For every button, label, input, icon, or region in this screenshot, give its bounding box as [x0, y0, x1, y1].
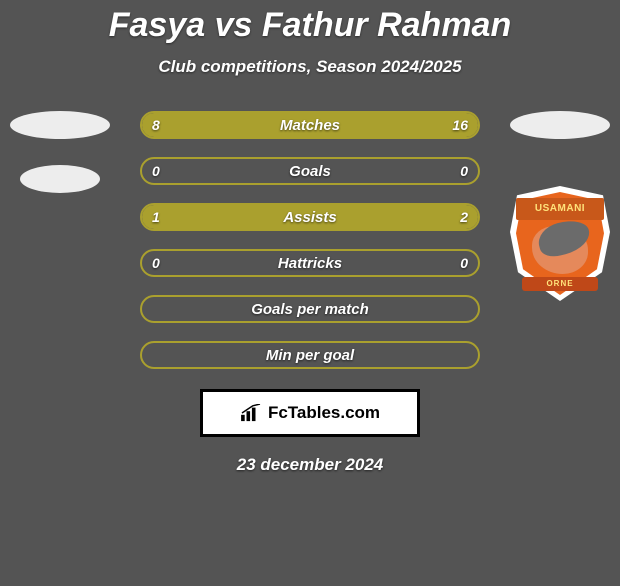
stat-value-left: 0	[152, 163, 160, 179]
stat-label: Hattricks	[278, 255, 342, 272]
logo-ribbon-text: ORNE	[522, 277, 598, 291]
placeholder-ellipse	[10, 111, 110, 139]
stat-value-right: 0	[460, 163, 468, 179]
logo-banner-text: USAMANI	[516, 198, 604, 220]
stat-row-goals-per-match: Goals per match	[140, 295, 480, 323]
stat-value-right: 0	[460, 255, 468, 271]
stat-value-left: 1	[152, 209, 160, 225]
page-title: Fasya vs Fathur Rahman	[0, 6, 620, 45]
stat-value-right: 16	[452, 117, 468, 133]
subtitle: Club competitions, Season 2024/2025	[0, 57, 620, 77]
stat-value-left: 0	[152, 255, 160, 271]
stat-row-min-per-goal: Min per goal	[140, 341, 480, 369]
stats-container: 8 Matches 16 0 Goals 0 1 Assists 2 0 Hat…	[140, 111, 480, 369]
stat-row-hattricks: 0 Hattricks 0	[140, 249, 480, 277]
footer-brand-box: FcTables.com	[200, 389, 420, 437]
player-left-avatar	[10, 111, 110, 211]
stat-label: Min per goal	[266, 347, 354, 364]
stat-label: Goals	[289, 163, 331, 180]
placeholder-ellipse	[510, 111, 610, 139]
stat-value-right: 2	[460, 209, 468, 225]
placeholder-ellipse	[20, 165, 100, 193]
stat-row-assists: 1 Assists 2	[140, 203, 480, 231]
footer-date: 23 december 2024	[0, 455, 620, 475]
stat-label: Goals per match	[251, 301, 369, 318]
stat-value-left: 8	[152, 117, 160, 133]
shield-icon: USAMANI ORNE	[510, 186, 610, 301]
stat-row-matches: 8 Matches 16	[140, 111, 480, 139]
club-logo-right: USAMANI ORNE	[510, 186, 610, 301]
stat-label: Matches	[280, 117, 340, 134]
stat-label: Assists	[283, 209, 336, 226]
footer-brand-text: FcTables.com	[268, 403, 380, 423]
stat-row-goals: 0 Goals 0	[140, 157, 480, 185]
chart-icon	[240, 404, 262, 422]
